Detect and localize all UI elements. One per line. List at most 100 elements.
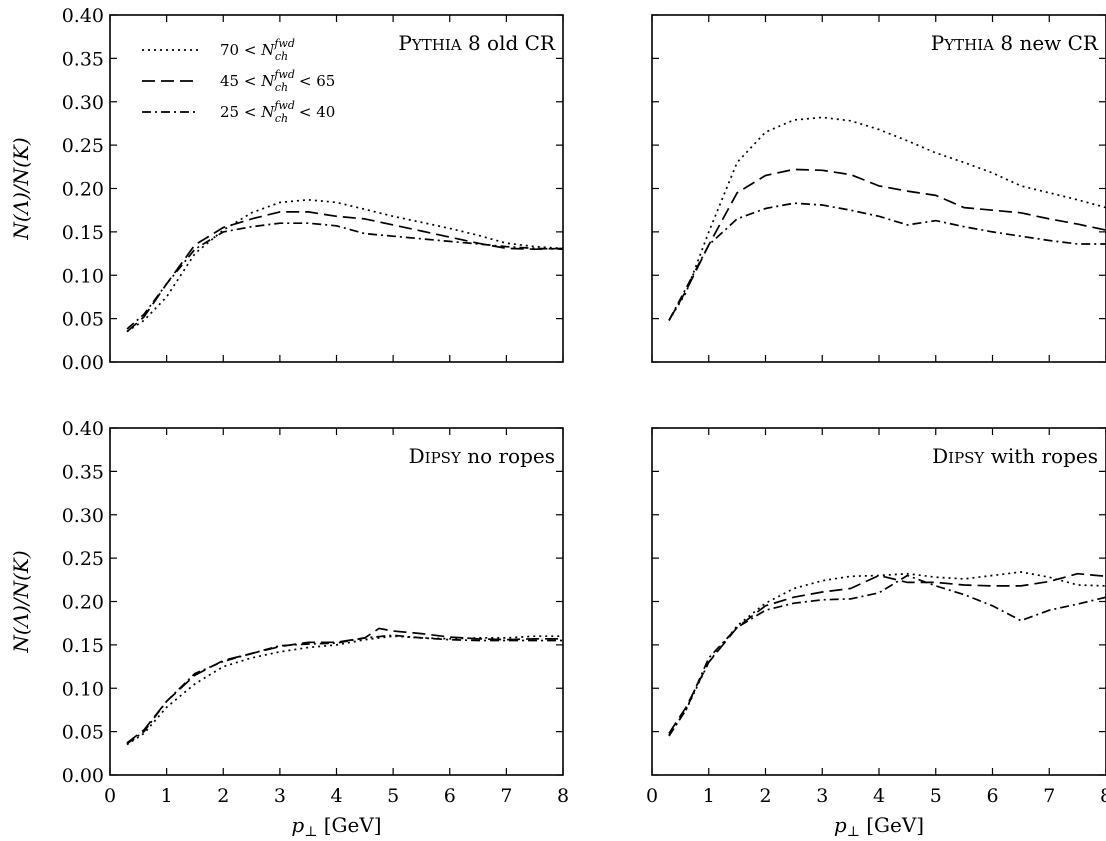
x-axis-label-unit: [GeV] <box>317 813 381 837</box>
y-tick-label: 0.00 <box>62 352 104 374</box>
y-tick-label: 0.10 <box>62 678 104 700</box>
y-tick-label: 0.40 <box>62 5 104 27</box>
x-tick-label: 6 <box>986 785 998 807</box>
x-tick-label: 1 <box>703 785 715 807</box>
legend-label-subscript: ch <box>275 112 288 125</box>
chart-panel-4: 0 1 2 3 4 5 6 7 8 DIPSY with ropes p⊥ [GeV] <box>646 427 1106 840</box>
y-tick-label: 0.25 <box>62 135 104 157</box>
legend-label-right: < 65 <box>294 72 335 90</box>
y-tick-label: 0.10 <box>62 265 104 287</box>
y-axis-label: N(Λ)/N(K) <box>9 550 33 653</box>
x-axis-label-symbol: p <box>834 813 847 837</box>
y-tick-label: 0.00 <box>62 765 104 787</box>
x-axis-label-subscript: ⊥ <box>304 824 317 840</box>
panel-title-rest: 8 new CR <box>994 31 1099 55</box>
x-axis-label: p⊥ [GeV] <box>834 813 924 840</box>
y-tick-label: 0.25 <box>62 548 104 570</box>
y-tick-label: 0.20 <box>62 592 104 614</box>
series-line-dashed <box>126 627 563 744</box>
series-group <box>126 198 563 333</box>
legend-label-left: 70 < <box>220 41 261 59</box>
x-tick-label: 0 <box>104 785 116 807</box>
x-tick-label: 4 <box>330 785 342 807</box>
y-tick-label: 0.40 <box>62 418 104 440</box>
x-tick-label: 5 <box>387 785 399 807</box>
axes-frame <box>109 14 564 363</box>
legend-label: 45 < Nfwd ch < 65 <box>220 68 335 94</box>
series-line-dashed <box>668 168 1106 321</box>
series-line-dotted <box>126 635 563 746</box>
panel-title: DIPSY with ropes <box>932 444 1098 468</box>
series-line-dotted <box>668 571 1106 736</box>
legend-label-right: < 40 <box>294 103 335 121</box>
legend-label-subscript: ch <box>275 50 288 63</box>
axes-frame <box>651 427 1106 776</box>
x-tick-label: 7 <box>500 785 512 807</box>
x-axis-label-symbol: p <box>291 813 304 837</box>
legend-label: 70 < Nfwd ch <box>220 37 295 63</box>
series-line-dashdot <box>126 634 563 745</box>
panel-title: PYTHIA 8 new CR <box>931 31 1099 55</box>
panel-title-smallcaps: IPSY <box>425 449 462 467</box>
panel-title: DIPSY no ropes <box>409 444 555 468</box>
y-axis-label: N(Λ)/N(K) <box>9 137 33 240</box>
x-tick-label: 8 <box>1100 785 1106 807</box>
y-tick-label: 0.20 <box>62 179 104 201</box>
chart-panel-2: PYTHIA 8 new CR <box>651 14 1106 363</box>
x-axis-label-unit: [GeV] <box>860 813 924 837</box>
panel-title-smallcaps: IPSY <box>948 449 985 467</box>
x-tick-label: 4 <box>873 785 885 807</box>
panel-title-initial: D <box>932 444 948 468</box>
x-tick-label: 2 <box>759 785 771 807</box>
y-tick-label: 0.05 <box>62 309 104 331</box>
legend-label-left: 45 < <box>220 72 261 90</box>
y-tick-label: 0.35 <box>62 48 104 70</box>
y-tick-label: 0.30 <box>62 505 104 527</box>
legend-label-symbol: N <box>260 41 275 59</box>
x-tick-label: 2 <box>217 785 229 807</box>
x-tick-label: 6 <box>444 785 456 807</box>
x-tick-label: 0 <box>646 785 658 807</box>
y-tick-label: 0.35 <box>62 461 104 483</box>
series-line-dashed <box>668 572 1106 734</box>
y-tick-label: 0.30 <box>62 92 104 114</box>
panel-title-rest: 8 old CR <box>462 31 556 55</box>
series-group <box>126 627 563 746</box>
panel-title-initial: P <box>398 31 411 55</box>
series-group <box>668 116 1106 321</box>
panel-title-smallcaps: YTHIA <box>943 36 994 54</box>
axes-frame <box>109 427 564 776</box>
legend-label-left: 25 < <box>220 103 261 121</box>
x-tick-label: 3 <box>816 785 828 807</box>
panel-title-rest: with ropes <box>984 444 1098 468</box>
x-tick-label: 3 <box>274 785 286 807</box>
legend-label-symbol: N <box>260 72 275 90</box>
panel-title-initial: P <box>931 31 944 55</box>
y-tick-label: 0.05 <box>62 722 104 744</box>
series-line-dotted <box>668 116 1106 321</box>
panel-title: PYTHIA 8 old CR <box>398 31 556 55</box>
x-axis-label-subscript: ⊥ <box>847 824 860 840</box>
series-line-dashdot <box>668 202 1106 321</box>
y-tick-label: 0.15 <box>62 222 104 244</box>
legend-label-superscript: fwd <box>273 37 295 50</box>
panel-title-smallcaps: YTHIA <box>411 36 462 54</box>
series-line-dashdot <box>126 222 563 330</box>
x-tick-label: 5 <box>930 785 942 807</box>
x-tick-label: 7 <box>1043 785 1055 807</box>
series-line-dashed <box>126 211 563 333</box>
chart-panel-3: 0 1 2 3 4 5 6 7 8 0.00 0.05 0.10 0.15 0.20 0.25 0.30 0.3… <box>9 418 569 840</box>
panel-title-rest: no ropes <box>461 444 555 468</box>
chart-panel-1: 0.00 0.05 0.10 0.15 0.20 0.25 0.30 0.35 0.40 PYTH… <box>9 5 564 374</box>
legend-label-symbol: N <box>260 103 275 121</box>
legend-label: 25 < Nfwd ch < 40 <box>220 99 335 125</box>
legend-label-superscript: fwd <box>273 68 295 81</box>
series-group <box>668 571 1106 737</box>
axes-frame <box>651 14 1106 363</box>
series-line-dashdot <box>668 574 1106 737</box>
y-tick-label: 0.15 <box>62 635 104 657</box>
panel-title-initial: D <box>409 444 425 468</box>
x-tick-label: 1 <box>161 785 173 807</box>
